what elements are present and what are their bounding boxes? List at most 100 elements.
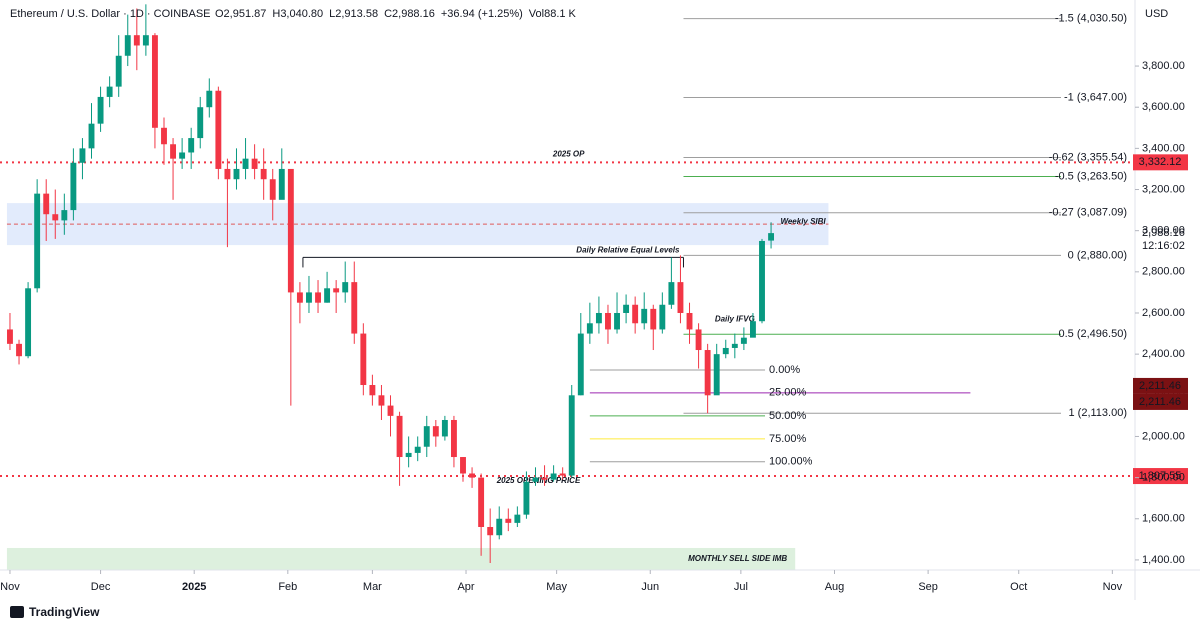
candle-body: [142, 35, 149, 46]
candle-body: [487, 526, 494, 536]
y-tick-label: 3,200.00: [1142, 183, 1185, 195]
candle-body: [740, 337, 747, 344]
candle-body: [70, 162, 77, 211]
candle-body: [333, 288, 340, 293]
candle-body: [514, 514, 521, 523]
candle-body: [197, 107, 204, 139]
candle-body: [97, 96, 104, 124]
candle-body: [342, 282, 349, 293]
ifvg-label: Daily IFVG: [715, 314, 755, 323]
brand: TradingView: [29, 605, 100, 619]
candle-body: [460, 457, 466, 474]
candle-body: [79, 148, 86, 163]
candle-body: [623, 304, 630, 313]
stat: H3,040.80: [272, 8, 323, 20]
candle-body: [414, 446, 421, 453]
candle-body: [233, 168, 240, 180]
pct-label: 100.00%: [769, 456, 813, 468]
candle-body: [423, 426, 430, 447]
price-box: [1133, 377, 1188, 394]
candle-body: [632, 304, 639, 324]
candle-body: [206, 90, 213, 108]
x-tick-label: May: [546, 581, 567, 593]
candle-body: [34, 193, 41, 289]
candle-body: [704, 350, 711, 396]
candle-body: [224, 168, 231, 180]
fib-label: -0.62 (3,355.54): [1049, 151, 1127, 163]
stat: Vol88.1 K: [529, 8, 577, 20]
fib-label: -0.27 (3,087.09): [1049, 207, 1127, 219]
pct-label: 75.00%: [769, 433, 807, 445]
candle-body: [577, 333, 584, 396]
y-tick-label: 3,000.00: [1142, 225, 1185, 237]
stat: C2,988.16: [384, 8, 435, 20]
fib-label: 0 (2,880.00): [1068, 249, 1127, 261]
candle-body: [179, 152, 186, 159]
candle-body: [260, 168, 267, 180]
x-tick-label: Dec: [91, 581, 111, 593]
candle-body: [52, 214, 59, 221]
candle-body: [315, 292, 321, 303]
red-level-label: 2025 OP: [552, 149, 585, 158]
candle-body: [595, 312, 602, 324]
y-tick-label: 1,800.00: [1142, 472, 1185, 484]
y-tick-label: 2,400.00: [1142, 348, 1185, 360]
plot: Weekly SIBI MONTHLY SELL SIDE IMB -1.5 (4,…: [0, 4, 1135, 570]
candle-body: [360, 333, 367, 386]
x-tick-label: Jun: [641, 581, 659, 593]
candle-body: [170, 144, 177, 159]
candle-body: [450, 419, 457, 458]
candle-body: [405, 452, 412, 458]
logo: [10, 606, 24, 618]
price-box-label: 3,332.12: [1139, 156, 1182, 168]
candle-body: [278, 168, 285, 200]
equal-level-label: Daily Relative Equal Levels: [576, 246, 680, 255]
candle-body: [731, 343, 738, 348]
candle-body: [677, 282, 684, 313]
x-tick-label: Nov: [0, 581, 20, 593]
price-box-label: 2,211.46: [1139, 396, 1181, 408]
candle-body: [523, 481, 530, 515]
candle-body: [287, 168, 294, 293]
candle-body: [251, 158, 258, 169]
candle-body: [61, 210, 68, 221]
candle-body: [496, 518, 503, 536]
price-box-label: 2,211.46: [1139, 380, 1181, 392]
candle-body: [378, 395, 385, 406]
candle-body: [351, 282, 358, 334]
candle-body: [749, 321, 756, 338]
y-tick-label: 2,000.00: [1142, 430, 1185, 442]
candle-body: [614, 312, 620, 330]
candle-body: [396, 415, 403, 458]
candle-body: [505, 518, 512, 523]
price-box: [1133, 468, 1188, 485]
fib-label: -1 (3,647.00): [1064, 91, 1127, 103]
y-tick-label: 1,600.00: [1142, 513, 1185, 525]
y-tick-label: 2,600.00: [1142, 307, 1185, 319]
candle-body: [532, 477, 539, 482]
candle-body: [269, 179, 276, 200]
y-tick-label: 3,600.00: [1142, 101, 1185, 113]
zone: [6, 203, 829, 246]
countdown: 12:16:02: [1142, 240, 1185, 252]
candle-body: [541, 477, 548, 480]
candle-body: [650, 308, 657, 330]
x-tick-label: 2025: [182, 581, 206, 593]
candle-body: [151, 35, 158, 128]
y-tick-label: 2,800.00: [1142, 266, 1185, 278]
candle-body: [115, 55, 122, 87]
x-tick-label: Nov: [1103, 581, 1123, 593]
candle-body: [441, 419, 448, 437]
fib-label: 1 (2,113.00): [1068, 407, 1127, 419]
x-tick-label: Sep: [918, 581, 938, 593]
x-tick-label: Jul: [734, 581, 748, 593]
candle-body: [722, 347, 729, 355]
stats: O2,951.87 H3,040.80 L2,913.58 C2,988.16 +36.…: [215, 8, 577, 20]
candle-body: [768, 233, 775, 241]
candle-body: [759, 240, 765, 322]
candle-body: [668, 282, 675, 305]
candle-body: [215, 90, 222, 169]
candle-body: [7, 329, 13, 344]
zone: [6, 547, 796, 570]
candle-body: [432, 426, 439, 437]
